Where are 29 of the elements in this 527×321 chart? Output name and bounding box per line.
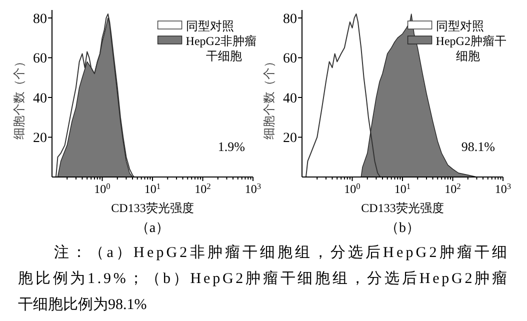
legend-label: HepG2肿瘤干细胞: [436, 34, 506, 63]
x-tick-label: 10$^{3}$: [244, 182, 262, 196]
x-axis-title: CD133荧光强度: [111, 201, 194, 215]
legend-label: 同型对照: [436, 19, 484, 33]
text: （a）: [135, 221, 170, 236]
x-tick-label: 10$^{1}$: [144, 182, 161, 196]
y-tick-label: 80: [283, 12, 297, 27]
annotation: 1.9%: [218, 139, 246, 154]
y-tick-label: 60: [33, 52, 47, 67]
text: （b）: [385, 221, 420, 236]
y-tick-label: 40: [283, 91, 297, 106]
x-tick-label: 10$^{0}$: [94, 182, 110, 196]
legend-label: HepG2非肿瘤干细胞: [186, 34, 256, 63]
y-tick-label: 40: [33, 91, 47, 106]
y-tick-label: 60: [283, 52, 297, 67]
x-tick-label: 10$^{3}$: [494, 182, 512, 196]
y-tick-label: 20: [33, 131, 47, 146]
x-tick-label: 10$^{2}$: [444, 182, 461, 196]
y-tick-label: 20: [283, 131, 297, 146]
x-tick-label: 10$^{0}$: [344, 182, 360, 196]
y-tick-label: 80: [33, 12, 47, 27]
y-axis-title: 细胞个数（个）: [12, 56, 26, 140]
legend-label: 同型对照: [186, 19, 234, 33]
text: 注：（a）HepG2非肿瘤干细胞组，分选后HepG2肿瘤干细胞比例为1.9%；（b）HepG2肿瘤干细胞组，分选后HepG2肿瘤干细胞比例为98.1%: [18, 244, 507, 313]
x-tick-label: 10$^{1}$: [394, 182, 411, 196]
x-tick-label: 10$^{2}$: [194, 182, 211, 196]
y-axis-title: 细胞个数（个）: [262, 56, 276, 140]
x-axis-title: CD133荧光强度: [361, 201, 444, 215]
annotation: 98.1%: [461, 139, 496, 154]
